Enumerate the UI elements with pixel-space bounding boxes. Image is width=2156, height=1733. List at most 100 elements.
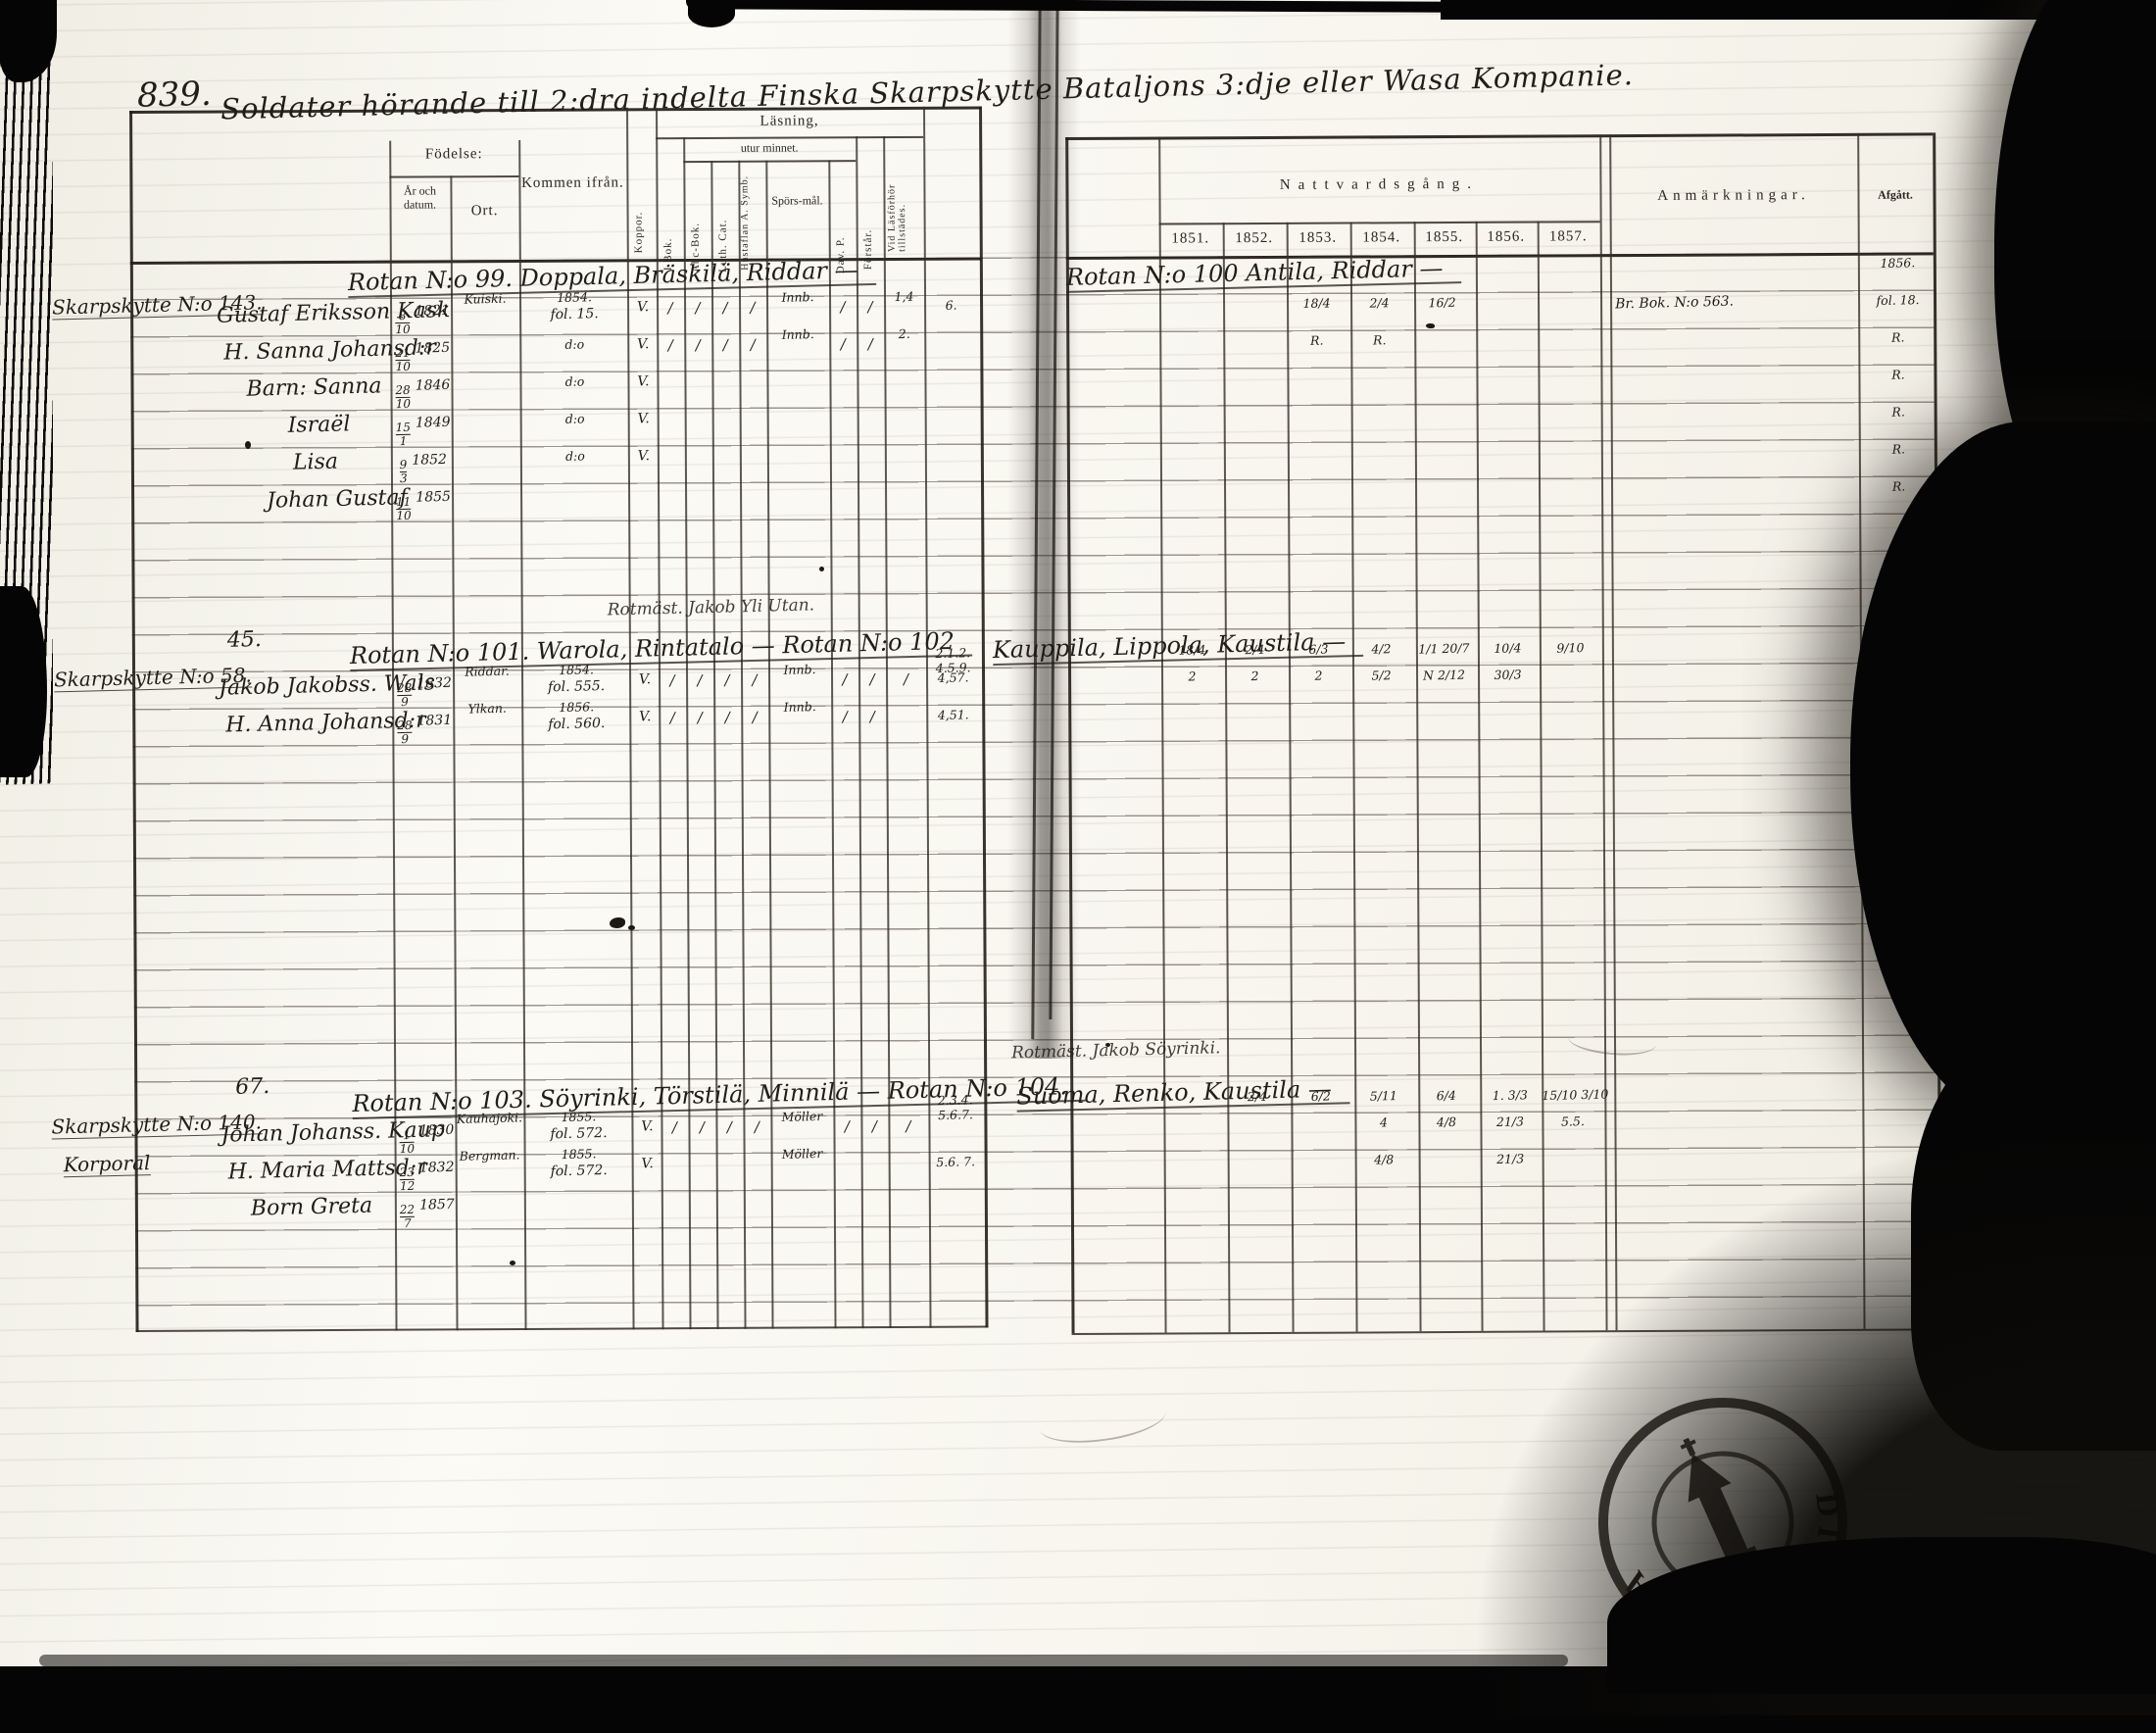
birth-day: 21 <box>395 345 411 361</box>
header-abc-bok: Abc-Bok. <box>689 222 702 273</box>
koppor-mark: V. <box>637 336 650 353</box>
reading-mark: ∕ <box>726 1117 733 1136</box>
header-year-1856: 1856. <box>1487 228 1526 245</box>
header-year-1855: 1855. <box>1425 228 1464 246</box>
reading-mark: ∕ <box>722 335 729 354</box>
birth-day: 28 <box>396 680 413 696</box>
nattvard-mark: 1. 3/3 <box>1492 1087 1528 1104</box>
nattvard-mark: 2 <box>1250 668 1259 684</box>
reading-mark: ∕ <box>750 298 756 317</box>
reading-mark: ∕ <box>842 708 849 726</box>
remark: Br. Bok. N:o 563. <box>1614 293 1735 313</box>
afgatt-mark: R. <box>1891 367 1905 382</box>
nattvard-mark <box>1222 295 1284 297</box>
nattvard-rule <box>1158 221 1600 225</box>
reading-mark: ∕ <box>867 335 874 354</box>
page-title: Soldater hörande till 2:dra indelta Fins… <box>220 58 1635 126</box>
birth-month: 7 <box>399 1215 416 1230</box>
birth-month: 12 <box>399 1178 416 1193</box>
reading-note: Möller <box>781 1108 823 1124</box>
ink-speck <box>1426 323 1435 328</box>
reading-mark: ∕ <box>840 298 846 317</box>
birth-place: Kauhajoki. <box>456 1110 523 1126</box>
header-vid-lasforhor: Vid Läsförhör tillstädes. <box>886 183 908 253</box>
reading-mark: ∕ <box>722 298 728 317</box>
reading-mark: ∕ <box>669 709 676 727</box>
birth-day: 28 <box>395 382 411 398</box>
fold-line <box>1031 0 1042 1039</box>
kommen-year: 1855. <box>561 1109 597 1125</box>
lasforhor-figure: 2. <box>898 325 910 342</box>
reading-mark: ∕ <box>754 1117 760 1136</box>
person-name: Lisa <box>292 449 339 475</box>
birth-date: 1 10 1830 <box>394 1119 460 1156</box>
birth-date: 28 10 1846 <box>390 374 456 411</box>
reading-mark: ∕ <box>871 1117 878 1136</box>
reading-mark: ∕ <box>669 671 675 690</box>
birth-month: 1 <box>395 433 412 448</box>
margin-figure: 4,51. <box>937 707 969 723</box>
edge-shadow-bottom <box>39 1655 1568 1666</box>
reading-mark: ∕ <box>750 335 757 354</box>
margin-figure: 4,57. <box>937 669 969 686</box>
kommen-year: 1856. <box>559 699 595 716</box>
nattvard-mark: 1/1 20/7 <box>1418 640 1470 657</box>
nattvard-mark: 6/3 <box>1308 641 1329 657</box>
reading-mark: ∕ <box>667 336 674 355</box>
header-year-1854: 1854. <box>1362 229 1401 246</box>
reading-mark: ∕ <box>869 670 875 689</box>
reading-mark: ∕ <box>867 298 873 317</box>
birth-place: Bergman. <box>459 1147 520 1164</box>
reading-mark: ∕ <box>724 670 730 689</box>
nattvard-mark: 30/3 <box>1494 667 1522 683</box>
birth-day: 28 <box>397 718 413 733</box>
page-fold <box>1007 0 1080 1059</box>
header-luth-cat: Luth. Cat. <box>716 219 729 272</box>
nattvard-mark: 4 <box>1379 1114 1389 1130</box>
nattvard-mark: 5/2 <box>1371 668 1392 683</box>
nattvard-mark <box>1159 296 1221 298</box>
reading-mark: ∕ <box>903 669 909 688</box>
reading-mark: ∕ <box>697 708 704 727</box>
nattvard-mark: 2/4 <box>1369 295 1390 311</box>
reading-mark: ∕ <box>844 1117 851 1136</box>
koppor-mark: V. <box>638 671 652 688</box>
reading-mark: ∕ <box>667 299 673 318</box>
birth-day: 22 <box>399 1202 416 1217</box>
birth-month: 10 <box>395 359 412 373</box>
nattvard-mark: 16/2 <box>1428 294 1456 311</box>
birth-year: 1830 <box>418 1121 455 1139</box>
birth-day: 23 <box>399 1164 416 1180</box>
birth-year: 1832 <box>416 674 453 692</box>
reading-note: Innb. <box>781 289 814 305</box>
spine-blackout <box>0 586 47 777</box>
nattvard-mark: 2/4 <box>1245 641 1265 658</box>
birth-date: 8 10 1821 <box>390 300 456 336</box>
birth-day: 9 <box>399 457 408 472</box>
nattvard-mark: 18/4 <box>1302 295 1331 312</box>
birth-month: 10 <box>396 508 412 522</box>
header-forstar: Förstår. <box>861 228 874 271</box>
nattvard-mark <box>1475 294 1537 296</box>
ink-speck <box>1105 1043 1110 1047</box>
birth-day: 15 <box>395 420 412 435</box>
ink-blot <box>610 917 625 928</box>
header-year-1852: 1852. <box>1235 229 1274 247</box>
birth-year: 1821 <box>415 302 451 320</box>
ink-speck <box>510 1261 515 1265</box>
koppor-mark: V. <box>637 373 650 390</box>
edge-blackout-top-right <box>1441 0 2156 20</box>
rote-heading-right: Rotan N:o 100 Antila, Riddar — <box>1065 254 1461 293</box>
reading-note: Innb. <box>783 699 816 715</box>
birth-year: 1832 <box>418 1159 455 1176</box>
birth-day: 8 <box>398 308 407 323</box>
nattvard-mark: 6/4 <box>1436 1087 1457 1104</box>
koppor-mark: V. <box>636 299 650 316</box>
nattvard-mark: 6/2 <box>1310 1088 1332 1104</box>
person-name: Johan Gustaf <box>266 485 409 514</box>
header-year-1853: 1853. <box>1298 229 1338 246</box>
kommen-year: 1854. <box>558 662 595 678</box>
header-hustaflan: Hustaflan A. Symb. <box>739 174 751 271</box>
birth-month: 10 <box>395 322 411 336</box>
person-name: Barn: Sanna <box>246 373 382 402</box>
